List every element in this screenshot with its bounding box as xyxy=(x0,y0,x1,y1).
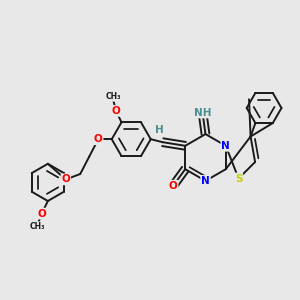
Text: O: O xyxy=(61,174,70,184)
Text: NH: NH xyxy=(194,107,211,118)
Text: O: O xyxy=(38,208,46,219)
Text: N: N xyxy=(201,176,210,186)
Text: O: O xyxy=(112,106,121,116)
Text: N: N xyxy=(221,141,230,151)
Text: H: H xyxy=(155,125,164,135)
Text: O: O xyxy=(94,134,103,144)
Text: CH₃: CH₃ xyxy=(105,92,121,101)
Text: CH₃: CH₃ xyxy=(30,222,45,231)
Text: S: S xyxy=(235,173,242,184)
Text: O: O xyxy=(169,181,178,191)
